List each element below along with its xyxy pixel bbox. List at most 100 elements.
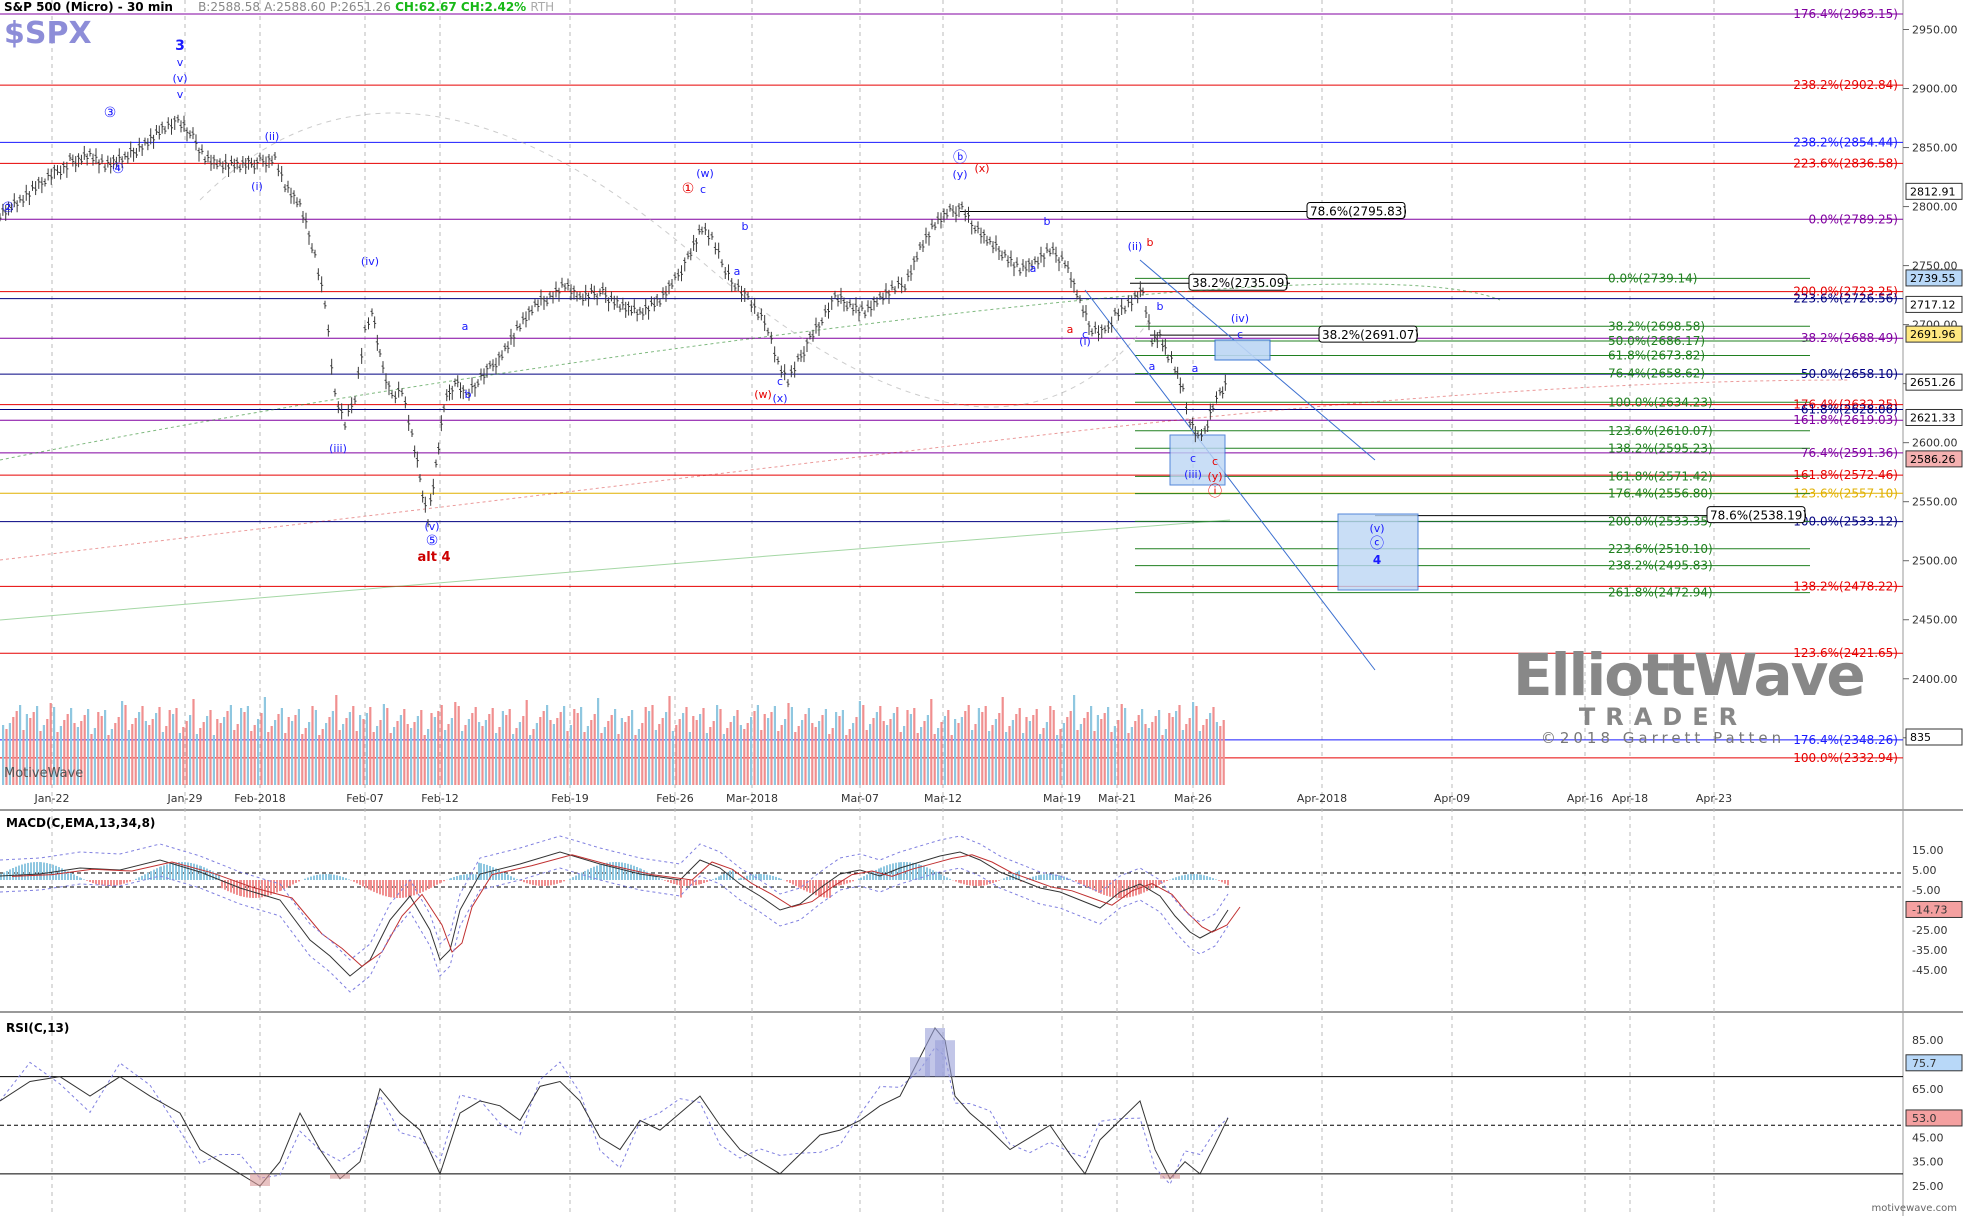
volume-bar bbox=[1164, 729, 1167, 785]
macd-hist-bar bbox=[322, 874, 324, 880]
green-fib-label: 223.6%(2510.10) bbox=[1608, 542, 1713, 556]
price-box bbox=[1905, 450, 1963, 468]
volume-bar bbox=[508, 709, 511, 785]
volume-bar bbox=[739, 725, 742, 785]
macd-hist-bar bbox=[436, 880, 438, 885]
volume-bar bbox=[104, 710, 107, 785]
macd-hist-bar bbox=[70, 872, 72, 880]
macd-hist-bar bbox=[923, 866, 925, 880]
volume-bar bbox=[1032, 715, 1035, 785]
macd-hist-bar bbox=[809, 880, 811, 893]
macd-hist-bar bbox=[1227, 880, 1229, 886]
volume-bar bbox=[957, 723, 960, 785]
macd-hist-bar bbox=[12, 868, 14, 880]
volume-bar bbox=[770, 712, 773, 785]
volume-bar bbox=[712, 721, 715, 785]
wave-label: ⑤ bbox=[426, 533, 439, 549]
volume-bar bbox=[80, 721, 83, 785]
volume-bar bbox=[144, 721, 147, 785]
volume-bar bbox=[855, 717, 858, 785]
volume-bar bbox=[634, 735, 637, 785]
macd-hist-bar bbox=[998, 880, 1000, 881]
volume-bar bbox=[209, 710, 212, 785]
volume-bar bbox=[32, 712, 35, 785]
rsi-tick-label: 45.00 bbox=[1912, 1131, 1944, 1144]
macd-hist-bar bbox=[946, 877, 948, 880]
y-tick-label: 2750.00 bbox=[1912, 260, 1958, 273]
volume-bar bbox=[127, 730, 130, 785]
macd-hist-bar bbox=[495, 868, 497, 880]
volume-bar bbox=[454, 702, 457, 785]
macd-hist-bar bbox=[24, 863, 26, 880]
macd-hist-bar bbox=[249, 880, 251, 898]
macd-hist-bar bbox=[909, 862, 911, 880]
macd-hist-bar bbox=[359, 880, 361, 885]
volume-bar bbox=[1219, 726, 1222, 785]
macd-hist-bar bbox=[252, 880, 254, 898]
macd-hist-bar bbox=[1224, 880, 1226, 884]
macd-hist-bar bbox=[209, 870, 211, 880]
macd-hist-bar bbox=[618, 862, 620, 880]
volume-bar bbox=[797, 726, 800, 785]
x-tick-label: Mar-2018 bbox=[726, 792, 778, 805]
macd-hist-bar bbox=[388, 880, 390, 898]
wave-label: a bbox=[1149, 360, 1156, 373]
green-fib-label: 138.2%(2595.23) bbox=[1608, 441, 1713, 455]
macd-hist-bar bbox=[795, 880, 797, 887]
volume-bar bbox=[1222, 720, 1225, 785]
volume-bar bbox=[297, 709, 300, 785]
macd-hist-bar bbox=[1109, 880, 1111, 897]
volume-bar bbox=[481, 726, 484, 785]
macd-hist-bar bbox=[938, 873, 940, 880]
volume-bar bbox=[515, 728, 518, 785]
macd-hist-bar bbox=[532, 880, 534, 885]
macd-hist-bar bbox=[368, 880, 370, 890]
macd-hist-bar bbox=[1092, 880, 1094, 891]
volume-bar bbox=[362, 719, 365, 785]
volume-bar bbox=[937, 728, 940, 785]
volume-bar bbox=[685, 707, 688, 785]
macd-hist-bar bbox=[382, 880, 384, 896]
price-box-label: 2717.12 bbox=[1910, 298, 1956, 311]
volume-bar bbox=[257, 719, 260, 785]
volume-bar bbox=[583, 732, 586, 785]
volume-bar bbox=[1195, 706, 1198, 785]
macd-hist-bar bbox=[73, 874, 75, 880]
volume-bar bbox=[1127, 733, 1130, 785]
macd-hist-bar bbox=[1118, 880, 1120, 898]
macd-hist-bar bbox=[1006, 876, 1008, 880]
y-tick-label: 2450.00 bbox=[1912, 614, 1958, 627]
macd-hist-bar bbox=[313, 875, 315, 880]
boxed-fib-label: 38.2%(2691.07) bbox=[1322, 328, 1419, 342]
volume-bar bbox=[1096, 715, 1099, 785]
wave-label: 3 bbox=[175, 38, 185, 54]
wave-label: b bbox=[465, 388, 472, 401]
fib-label: 200.0%(2723.25) bbox=[1793, 285, 1898, 299]
macd-hist-bar bbox=[572, 877, 574, 880]
macd-hist-bar bbox=[1193, 874, 1195, 880]
macd-hist-bar bbox=[365, 880, 367, 888]
macd-hist-bar bbox=[978, 880, 980, 886]
volume-bar bbox=[165, 726, 168, 785]
macd-hist-bar bbox=[178, 862, 180, 880]
macd-hist-bar bbox=[425, 880, 427, 891]
wave-label: c bbox=[700, 183, 706, 196]
volume-bar bbox=[427, 729, 430, 785]
green-fib-label: 161.8%(2571.42) bbox=[1608, 469, 1713, 483]
macd-hist-bar bbox=[489, 865, 491, 880]
volume-bar bbox=[964, 711, 967, 785]
ewt-watermark: ElliottWave TRADER ©2018 Garrett Patten bbox=[1513, 645, 1866, 747]
volume-bar bbox=[141, 706, 144, 785]
volume-bar bbox=[1039, 734, 1042, 785]
volume-bar bbox=[1001, 697, 1004, 785]
volume-bar bbox=[637, 729, 640, 785]
macd-hist-bar bbox=[590, 868, 592, 880]
volume-bar bbox=[1205, 719, 1208, 785]
macd-hist-bar bbox=[83, 879, 85, 880]
volume-bar bbox=[236, 724, 239, 785]
price-box bbox=[1905, 295, 1963, 313]
macd-hist-bar bbox=[373, 880, 375, 892]
fib-label: 138.2%(2478.22) bbox=[1793, 579, 1898, 593]
macd-hist-bar bbox=[396, 880, 398, 898]
